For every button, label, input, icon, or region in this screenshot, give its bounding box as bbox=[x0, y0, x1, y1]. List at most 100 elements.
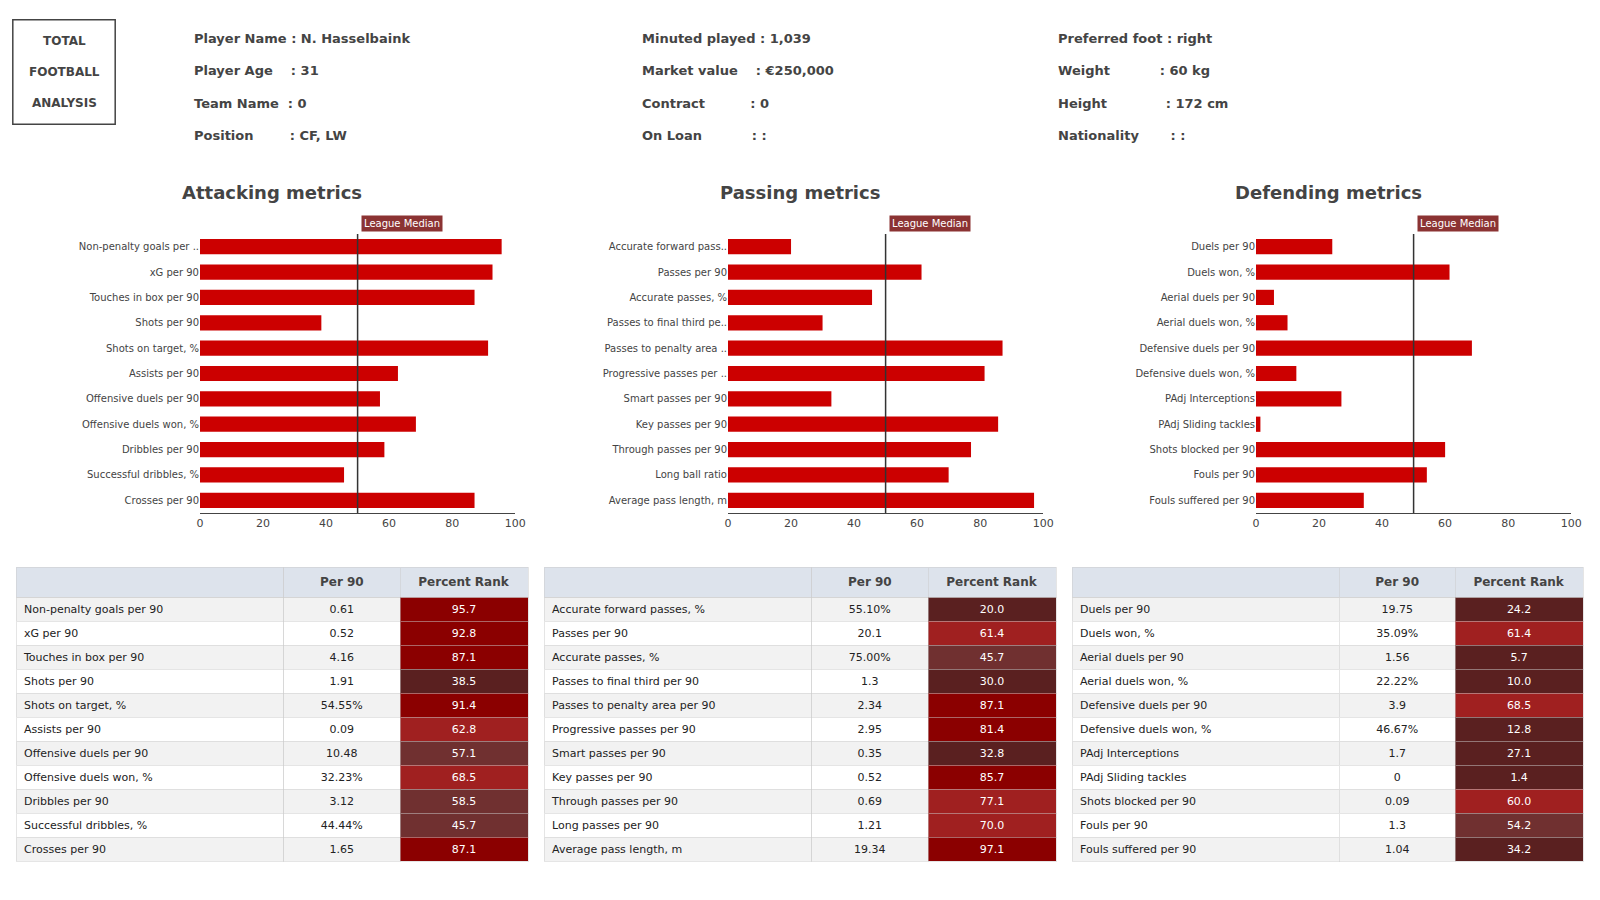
svg-text:Through passes per 90: Through passes per 90 bbox=[611, 444, 727, 455]
svg-text:Per 90: Per 90 bbox=[848, 575, 892, 589]
svg-text:85.7: 85.7 bbox=[980, 771, 1005, 784]
svg-text:Market value : €250,000: Market value : €250,000 bbox=[642, 63, 834, 78]
svg-text:19.34: 19.34 bbox=[854, 843, 886, 856]
svg-text:34.2: 34.2 bbox=[1507, 843, 1532, 856]
svg-text:Long passes per 90: Long passes per 90 bbox=[552, 819, 659, 832]
svg-text:45.7: 45.7 bbox=[452, 819, 477, 832]
svg-text:95.7: 95.7 bbox=[452, 603, 477, 616]
svg-text:Defensive duels per 90: Defensive duels per 90 bbox=[1080, 699, 1207, 712]
svg-text:Weight : 60 kg: Weight : 60 kg bbox=[1058, 63, 1210, 78]
svg-text:30.0: 30.0 bbox=[980, 675, 1005, 688]
svg-text:1.04: 1.04 bbox=[1385, 843, 1410, 856]
svg-text:75.00%: 75.00% bbox=[849, 651, 891, 664]
svg-text:87.1: 87.1 bbox=[452, 843, 477, 856]
svg-text:0: 0 bbox=[1253, 517, 1260, 530]
svg-text:Accurate forward passes, %: Accurate forward passes, % bbox=[552, 603, 705, 616]
svg-text:xG per 90: xG per 90 bbox=[150, 267, 199, 278]
svg-text:61.4: 61.4 bbox=[980, 627, 1005, 640]
svg-text:0: 0 bbox=[1394, 771, 1401, 784]
svg-text:40: 40 bbox=[1375, 517, 1389, 530]
svg-text:League Median: League Median bbox=[892, 218, 968, 229]
svg-text:Long ball ratio: Long ball ratio bbox=[655, 469, 727, 480]
svg-text:32.23%: 32.23% bbox=[321, 771, 363, 784]
svg-text:68.5: 68.5 bbox=[1507, 699, 1532, 712]
svg-text:Preferred foot : right: Preferred foot : right bbox=[1058, 31, 1212, 46]
svg-text:Passes to penalty area ..: Passes to penalty area .. bbox=[605, 343, 728, 354]
svg-text:Dribbles per 90: Dribbles per 90 bbox=[24, 795, 109, 808]
svg-text:Passes per 90: Passes per 90 bbox=[552, 627, 628, 640]
svg-text:0.52: 0.52 bbox=[330, 627, 355, 640]
svg-text:Height : 172 cm: Height : 172 cm bbox=[1058, 96, 1228, 111]
svg-text:12.8: 12.8 bbox=[1507, 723, 1532, 736]
svg-text:Defending metrics: Defending metrics bbox=[1235, 182, 1422, 203]
svg-text:Key passes per 90: Key passes per 90 bbox=[552, 771, 652, 784]
svg-text:20: 20 bbox=[256, 517, 270, 530]
svg-text:Through passes per 90: Through passes per 90 bbox=[551, 795, 678, 808]
svg-text:Aerial duels per 90: Aerial duels per 90 bbox=[1161, 292, 1255, 303]
svg-text:10.48: 10.48 bbox=[326, 747, 358, 760]
svg-text:Fouls per 90: Fouls per 90 bbox=[1080, 819, 1148, 832]
svg-text:Progressive passes per 90: Progressive passes per 90 bbox=[552, 723, 696, 736]
svg-text:20: 20 bbox=[784, 517, 798, 530]
svg-text:Attacking metrics: Attacking metrics bbox=[182, 182, 362, 203]
svg-text:0.52: 0.52 bbox=[858, 771, 883, 784]
svg-text:Duels won, %: Duels won, % bbox=[1187, 267, 1255, 278]
svg-text:0.61: 0.61 bbox=[330, 603, 355, 616]
svg-text:Aerial duels per 90: Aerial duels per 90 bbox=[1080, 651, 1184, 664]
svg-text:Aerial duels won, %: Aerial duels won, % bbox=[1080, 675, 1188, 688]
svg-text:1.56: 1.56 bbox=[1385, 651, 1410, 664]
svg-text:Nationality : :: Nationality : : bbox=[1058, 128, 1186, 143]
svg-text:1.7: 1.7 bbox=[1388, 747, 1406, 760]
svg-text:Shots on target, %: Shots on target, % bbox=[106, 343, 199, 354]
svg-text:Percent Rank: Percent Rank bbox=[946, 575, 1037, 589]
svg-text:Shots on target, %: Shots on target, % bbox=[24, 699, 126, 712]
svg-text:0: 0 bbox=[725, 517, 732, 530]
svg-text:Successful dribbles, %: Successful dribbles, % bbox=[24, 819, 147, 832]
svg-text:40: 40 bbox=[319, 517, 333, 530]
svg-text:62.8: 62.8 bbox=[452, 723, 477, 736]
svg-text:Offensive duels per 90: Offensive duels per 90 bbox=[24, 747, 148, 760]
svg-text:55.10%: 55.10% bbox=[849, 603, 891, 616]
svg-text:Shots blocked per 90: Shots blocked per 90 bbox=[1080, 795, 1196, 808]
svg-text:Defensive duels won, %: Defensive duels won, % bbox=[1080, 723, 1212, 736]
svg-text:1.3: 1.3 bbox=[861, 675, 879, 688]
svg-text:xG per 90: xG per 90 bbox=[24, 627, 78, 640]
svg-text:Position : CF, LW: Position : CF, LW bbox=[194, 128, 347, 143]
svg-text:Duels won, %: Duels won, % bbox=[1080, 627, 1155, 640]
svg-text:Key passes per 90: Key passes per 90 bbox=[636, 419, 727, 430]
svg-text:Team Name : 0: Team Name : 0 bbox=[194, 96, 307, 111]
svg-text:3.9: 3.9 bbox=[1388, 699, 1406, 712]
svg-text:54.55%: 54.55% bbox=[321, 699, 363, 712]
svg-text:1.4: 1.4 bbox=[1510, 771, 1528, 784]
svg-text:1.65: 1.65 bbox=[330, 843, 355, 856]
svg-text:45.7: 45.7 bbox=[980, 651, 1005, 664]
svg-text:Accurate passes, %: Accurate passes, % bbox=[629, 292, 727, 303]
svg-text:Passes per 90: Passes per 90 bbox=[658, 267, 727, 278]
svg-text:Passes to penalty area per 90: Passes to penalty area per 90 bbox=[552, 699, 716, 712]
svg-text:League Median: League Median bbox=[364, 218, 440, 229]
svg-text:60.0: 60.0 bbox=[1507, 795, 1532, 808]
svg-text:70.0: 70.0 bbox=[980, 819, 1005, 832]
svg-text:Smart passes per 90: Smart passes per 90 bbox=[624, 393, 727, 404]
svg-text:54.2: 54.2 bbox=[1507, 819, 1532, 832]
svg-text:League Median: League Median bbox=[1420, 218, 1496, 229]
svg-text:68.5: 68.5 bbox=[452, 771, 477, 784]
svg-text:87.1: 87.1 bbox=[980, 699, 1005, 712]
svg-text:Shots per 90: Shots per 90 bbox=[135, 317, 199, 328]
svg-text:81.4: 81.4 bbox=[980, 723, 1005, 736]
svg-text:Player Name : N. Hasselbaink: Player Name : N. Hasselbaink bbox=[194, 31, 410, 46]
svg-text:Offensive duels per 90: Offensive duels per 90 bbox=[86, 393, 199, 404]
svg-text:Progressive passes per ..: Progressive passes per .. bbox=[603, 368, 727, 379]
svg-text:32.8: 32.8 bbox=[980, 747, 1005, 760]
svg-text:FOOTBALL: FOOTBALL bbox=[29, 65, 100, 79]
svg-text:2.95: 2.95 bbox=[858, 723, 883, 736]
svg-text:Accurate forward pass..: Accurate forward pass.. bbox=[609, 241, 727, 252]
svg-text:Contract : 0: Contract : 0 bbox=[642, 96, 769, 111]
svg-text:0: 0 bbox=[197, 517, 204, 530]
svg-text:Crosses per 90: Crosses per 90 bbox=[125, 495, 199, 506]
svg-text:Per 90: Per 90 bbox=[320, 575, 364, 589]
svg-text:20.1: 20.1 bbox=[858, 627, 883, 640]
svg-text:4.16: 4.16 bbox=[330, 651, 355, 664]
svg-text:0.09: 0.09 bbox=[1385, 795, 1410, 808]
svg-text:PAdj Sliding tackles: PAdj Sliding tackles bbox=[1080, 771, 1187, 784]
